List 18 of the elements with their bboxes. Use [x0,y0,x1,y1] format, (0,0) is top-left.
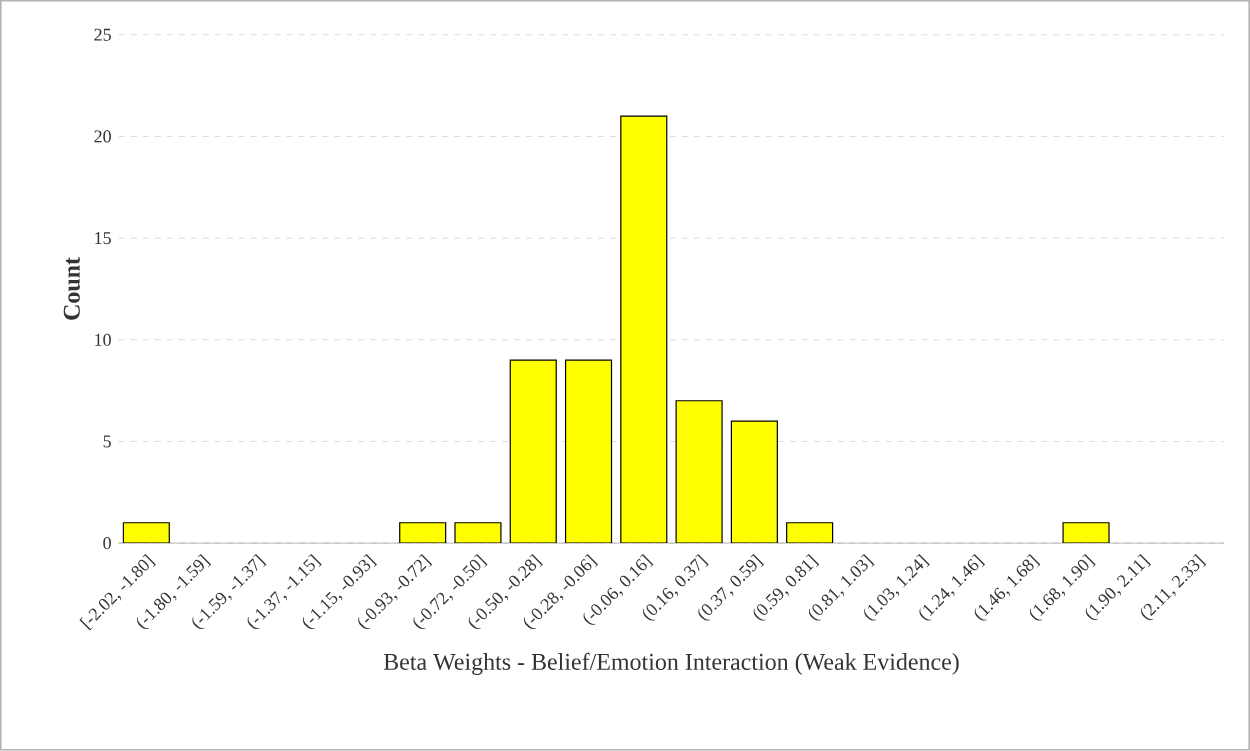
bar [730,420,778,544]
y-tick-label: 5 [103,435,111,448]
bar [509,359,557,544]
bar [675,400,723,544]
y-tick-label: 20 [94,130,111,143]
bar [454,522,502,544]
x-axis-title: Beta Weights - Belief/Emotion Interaction (Weak Evidence) [383,653,959,676]
bar [564,359,613,544]
bar [620,115,668,544]
bar [122,522,170,544]
y-tick-label: 25 [94,28,111,41]
y-axis-title: Count [63,257,80,320]
y-tick-label: 0 [103,537,111,550]
y-tick-label: 10 [95,333,111,347]
bar [1062,522,1110,544]
bar [399,522,447,544]
y-tick-label: 15 [95,232,111,245]
bar [786,522,834,544]
